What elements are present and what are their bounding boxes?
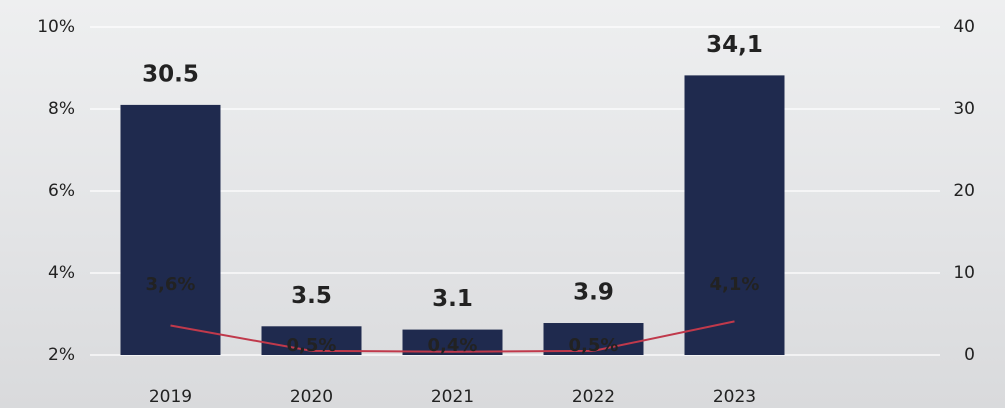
line [170,320,735,353]
y2-tick-label: 0 [964,345,975,365]
bar-value-label: 30.5 [142,61,199,87]
x-tick-label: 2022 [572,387,615,407]
y-tick-label: 10% [37,17,75,37]
bar [120,104,221,356]
y-tick-label: 6% [48,181,75,201]
bar-value-label: 34,1 [706,32,763,58]
y-tick-label: 8% [48,99,75,119]
line-value-label: 0,5% [569,335,619,356]
y2-tick-label: 30 [953,99,975,119]
line-value-label: 3,6% [146,274,196,295]
y2-tick-label: 20 [953,181,975,201]
bar [684,75,785,355]
bar-value-label: 3.1 [432,286,473,312]
y-tick-label: 2% [48,345,75,365]
x-tick-label: 2019 [149,387,192,407]
y2-tick-label: 40 [953,17,975,37]
line-value-label: 0,5% [287,335,337,356]
x-tick-label: 2023 [713,387,756,407]
bar-value-label: 3.9 [573,280,614,306]
y2-tick-label: 10 [953,263,975,283]
bar-value-label: 3.5 [291,283,332,309]
y-tick-label: 4% [48,263,75,283]
line-value-label: 4,1% [710,274,760,295]
x-tick-label: 2021 [431,387,474,407]
line-value-label: 0,4% [428,335,478,356]
bar [543,323,644,355]
x-tick-label: 2020 [290,387,333,407]
